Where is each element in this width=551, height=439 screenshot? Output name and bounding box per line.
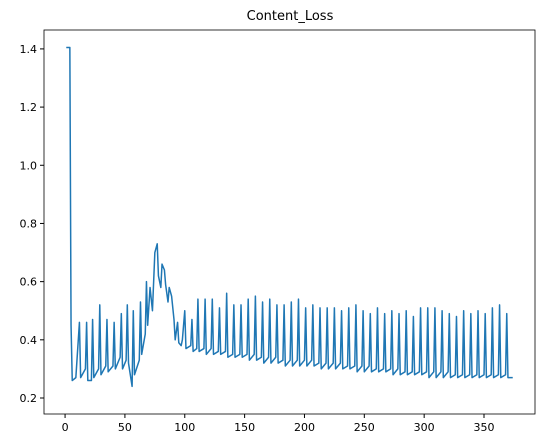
y-tick-label: 1.0 [20, 159, 38, 172]
x-tick-label: 100 [174, 421, 195, 434]
y-tick-label: 0.8 [20, 217, 38, 230]
x-tick-label: 0 [62, 421, 69, 434]
x-tick-label: 300 [414, 421, 435, 434]
chart-title: Content_Loss [247, 9, 334, 24]
y-tick-label: 0.6 [20, 276, 38, 289]
y-tick-label: 0.2 [20, 392, 38, 405]
x-tick-label: 50 [118, 421, 132, 434]
y-tick-label: 0.4 [20, 334, 38, 347]
x-tick-label: 200 [294, 421, 315, 434]
x-tick-label: 350 [474, 421, 495, 434]
y-tick-label: 1.2 [20, 101, 38, 114]
data-line [66, 46, 513, 388]
x-tick-label: 250 [354, 421, 375, 434]
plot-frame [43, 29, 536, 415]
y-tick-label: 1.4 [20, 43, 38, 56]
x-tick-label: 150 [234, 421, 255, 434]
